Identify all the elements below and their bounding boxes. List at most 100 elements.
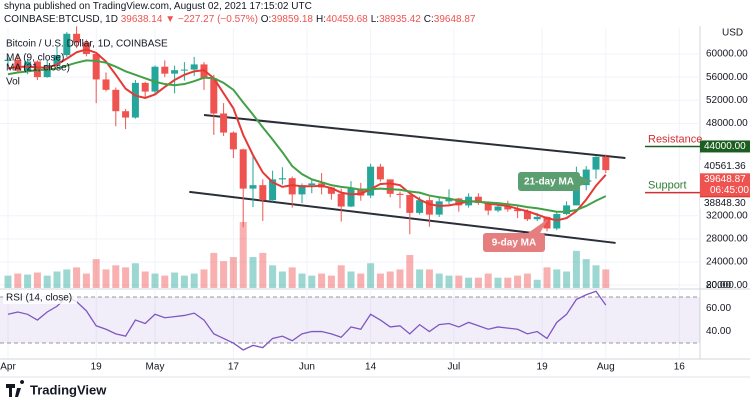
candle-body [122,111,130,118]
candle-body [543,216,551,229]
volume-bar [445,275,453,288]
price-marker-sublabel: 06:45:00 [710,185,749,196]
price-marker-label: 40561.36 [704,161,746,172]
volume-bar [53,271,61,288]
volume-bar [357,273,365,288]
candle-body [592,156,600,170]
volume-bar [553,269,561,288]
candle-body [523,211,531,220]
ohlc-value: 38935.42 [379,14,421,25]
candle-body [455,198,463,206]
y-tick-label: 32000.00 [706,210,748,221]
candle-body [288,178,296,195]
volume-bar [249,257,257,288]
volume-bar [102,269,110,288]
candle-body [602,156,610,171]
candle-body [337,193,345,207]
level-label: Support [648,180,687,192]
candle-body [14,59,22,71]
volume-bar [33,272,41,288]
rsi-label: RSI (14, close) [6,293,72,304]
x-tick-label: 19 [91,362,103,373]
volume-bar [131,263,139,288]
candle-body [396,193,404,195]
candle-body [229,132,237,150]
volume-bar [259,252,267,288]
volume-bar [43,275,51,288]
volume-bar [327,275,335,288]
volume-bar [161,275,169,288]
volume-bar [337,265,345,288]
plot: 60000.00 56000.00 52000.00 48000.00 32000.00… [0,26,750,373]
level-price-label: 44000.00 [704,141,746,152]
volume-bar [396,269,404,288]
candle-body [43,64,51,78]
y-unit: USD [722,28,743,39]
quote-line: COINBASE:BTCUSD, 1D 39638.14 ▼ −227.27 (… [4,14,479,25]
volume-bar [229,257,237,288]
x-tick-label: 16 [674,362,686,373]
rsi-tick-label: 60.00 [706,303,731,314]
candle-body [484,203,492,211]
candle-body [416,200,424,213]
candle-body [141,82,149,92]
y-tick-label: 56000.00 [706,72,748,83]
ohlc: O:39859.18 H:40459.68 L:38935.42 C:39648.87 [261,14,479,25]
volume-bar [288,267,296,288]
candle-body [367,166,375,196]
logo-icon [6,380,25,397]
candle-body [259,185,267,201]
candle-body [4,59,12,61]
volume-bar [220,261,228,288]
callout-pointer [528,219,548,233]
candle-body [269,179,277,201]
ohlc-value: 40459.68 [326,14,368,25]
candle-body [151,66,159,92]
volume-bar [406,255,414,288]
candle-body [102,79,110,90]
ohlc-label: C: [423,14,434,25]
legend-entry: Vol [6,77,20,88]
ohlc-label: H: [316,14,326,25]
volume-bar [278,271,286,288]
rsi-label-bg [3,292,77,304]
candle-body [386,179,394,194]
candle-body [53,55,61,65]
candle-body [572,185,580,206]
x-tick-label: 17 [228,362,240,373]
volume-bar [4,275,12,288]
candle-body [298,185,306,195]
ohlc-value: 39859.18 [271,14,313,25]
volume-bar [14,273,22,288]
volume-bar [171,272,179,288]
ohlc-value: 39648.87 [433,14,476,25]
legend-entry: MA (21, close) [6,63,70,74]
x-tick-label: Jun [299,362,315,373]
callout-box [518,172,580,191]
candle-body [278,178,286,180]
rsi-tick-label: 80.00 [706,280,731,291]
candle-body [376,166,384,180]
volume-bar [141,271,149,288]
callout-text: 21-day MA [524,177,574,188]
level-price-box [700,140,750,153]
volume-bar [602,269,610,288]
candle-body [563,205,571,215]
rsi-line [7,290,607,351]
volume-bar [523,273,531,288]
volume-bar [572,250,580,288]
x-tick-label: Apr [0,362,16,373]
volume-bar [180,275,188,288]
callout-box [483,233,545,252]
y-tick-label: 60000.00 [706,49,748,60]
x-tick-label: 14 [365,362,377,373]
x-tick-label: Jul [448,362,461,373]
ohlc-label: O: [260,14,272,25]
candle-body [533,216,541,220]
volume-bar [465,277,473,288]
candle-body [474,196,482,204]
volume-bar [484,273,492,288]
x-tick-label: Aug [597,362,615,373]
ohlc-label: L: [370,14,380,25]
